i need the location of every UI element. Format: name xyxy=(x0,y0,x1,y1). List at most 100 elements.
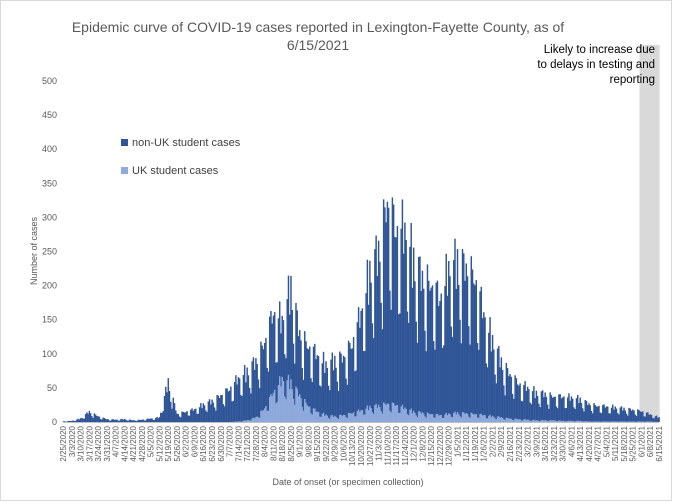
bar-uk xyxy=(245,421,246,422)
bar-uk xyxy=(292,389,293,422)
bar-non-uk xyxy=(451,327,452,422)
bar-uk xyxy=(253,418,254,422)
bar-uk xyxy=(616,421,617,422)
bar-non-uk xyxy=(323,352,324,422)
bar-non-uk xyxy=(90,413,91,422)
bar-non-uk xyxy=(100,419,101,422)
bar-uk xyxy=(280,386,281,422)
bar-uk xyxy=(568,421,569,422)
bar-uk xyxy=(453,413,454,422)
bar-uk xyxy=(469,418,470,422)
bar-uk xyxy=(593,421,594,422)
bar-non-uk xyxy=(156,417,157,422)
bar-non-uk xyxy=(544,392,545,422)
bar-uk xyxy=(458,414,459,422)
bar-uk xyxy=(434,418,435,422)
bar-non-uk xyxy=(332,353,333,422)
bar-non-uk xyxy=(334,356,335,422)
bar-non-uk xyxy=(145,420,146,422)
bar-uk xyxy=(504,420,505,422)
bar-non-uk xyxy=(365,293,366,422)
bar-non-uk xyxy=(191,408,192,422)
bar-non-uk xyxy=(328,386,329,422)
bar-uk xyxy=(577,421,578,422)
bar-non-uk xyxy=(429,291,430,422)
bar-non-uk xyxy=(573,407,574,422)
bar-non-uk xyxy=(513,399,514,422)
bar-uk xyxy=(352,413,353,422)
bar-non-uk xyxy=(443,345,444,422)
bar-non-uk xyxy=(97,416,98,422)
bar-uk xyxy=(238,421,239,422)
bar-uk xyxy=(429,414,430,422)
bar-uk xyxy=(302,407,303,422)
bar-uk xyxy=(333,417,334,422)
bar-uk xyxy=(405,409,406,422)
bar-uk xyxy=(359,412,360,422)
bar-non-uk xyxy=(349,343,350,422)
bar-uk xyxy=(548,421,549,422)
bar-non-uk xyxy=(486,363,487,422)
x-tick-label: 3/24/2020 xyxy=(94,425,103,461)
bar-uk xyxy=(332,415,333,422)
bar-uk xyxy=(586,421,587,422)
bar-uk xyxy=(268,411,269,422)
bar-non-uk xyxy=(325,361,326,422)
x-tick-label: 12/8/2020 xyxy=(418,425,427,461)
bar-uk xyxy=(309,407,310,422)
bar-non-uk xyxy=(375,236,376,422)
bar-non-uk xyxy=(121,419,122,422)
bar-non-uk xyxy=(347,385,348,422)
bar-non-uk xyxy=(166,392,167,422)
bar-uk xyxy=(414,413,415,422)
bar-uk xyxy=(388,404,389,422)
bar-non-uk xyxy=(526,391,527,422)
bar-non-uk xyxy=(169,391,170,422)
bar-non-uk xyxy=(327,368,328,422)
bar-uk xyxy=(281,377,282,422)
bar-non-uk xyxy=(464,281,465,422)
bar-non-uk xyxy=(587,405,588,422)
bar-non-uk xyxy=(188,416,189,422)
bar-uk xyxy=(314,408,315,422)
bar-non-uk xyxy=(630,409,631,422)
bar-uk xyxy=(392,402,393,422)
bar-non-uk xyxy=(343,356,344,422)
bar-non-uk xyxy=(635,415,636,422)
bar-uk xyxy=(625,421,626,422)
bar-uk xyxy=(582,421,583,422)
bar-uk xyxy=(413,411,414,422)
bar-non-uk xyxy=(368,305,369,422)
bar-non-uk xyxy=(154,420,155,422)
bar-uk xyxy=(402,405,403,422)
bar-non-uk xyxy=(548,409,549,422)
bar-non-uk xyxy=(512,394,513,422)
x-tick-label: 6/15/2021 xyxy=(655,425,664,461)
bar-non-uk xyxy=(364,351,365,422)
bar-non-uk xyxy=(622,411,623,422)
bar-non-uk xyxy=(508,376,509,422)
bar-non-uk xyxy=(482,318,483,422)
bar-non-uk xyxy=(395,237,396,422)
x-tick-label: 10/13/2020 xyxy=(348,425,357,466)
bar-non-uk xyxy=(488,333,489,422)
bar-non-uk xyxy=(350,349,351,422)
bar-uk xyxy=(519,419,520,422)
x-tick-label: 4/21/2020 xyxy=(129,425,138,461)
bar-uk xyxy=(287,380,288,422)
bar-uk xyxy=(491,417,492,422)
x-tick-label: 3/9/2021 xyxy=(532,425,541,457)
y-tick-label: 500 xyxy=(42,76,57,86)
bar-non-uk xyxy=(474,285,475,422)
bar-non-uk xyxy=(489,317,490,422)
bar-uk xyxy=(377,408,378,422)
bar-non-uk xyxy=(342,363,343,422)
bar-non-uk xyxy=(171,409,172,422)
bar-non-uk xyxy=(141,420,142,422)
bar-uk xyxy=(393,403,394,422)
bar-uk xyxy=(541,420,542,422)
x-tick-label: 8/11/2020 xyxy=(269,425,278,461)
bar-uk xyxy=(496,419,497,422)
bar-non-uk xyxy=(647,412,648,422)
